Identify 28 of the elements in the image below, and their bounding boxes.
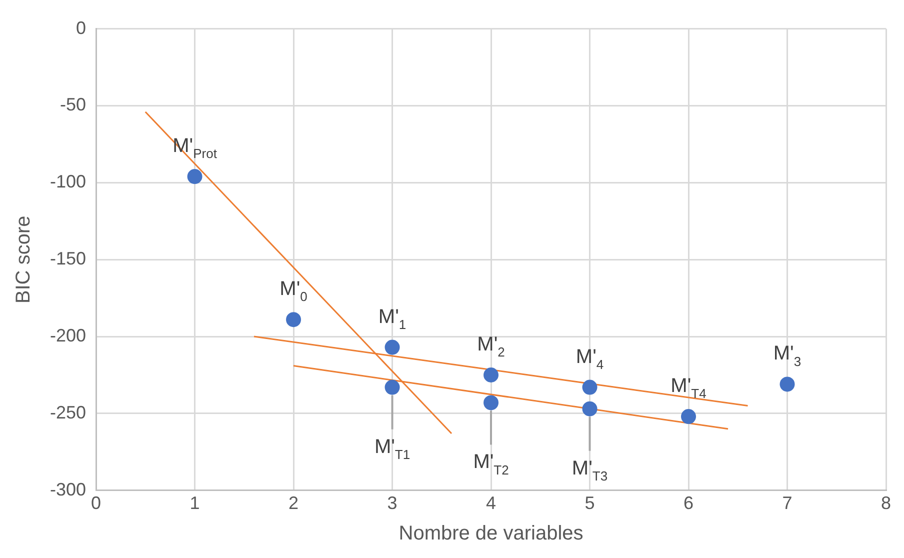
point (187, 169, 202, 184)
x-tick-label: 2 (288, 493, 299, 514)
y-tick-label: -100 (50, 172, 86, 192)
x-tick-label: 1 (190, 493, 200, 514)
y-axis-title: BIC score (12, 216, 35, 304)
point (582, 401, 598, 416)
point (286, 312, 302, 328)
y-tick-label: -200 (50, 326, 86, 346)
y-tick-label: -250 (50, 402, 86, 422)
point (681, 409, 696, 424)
point (780, 376, 795, 392)
x-tick-label: 3 (387, 493, 398, 514)
y-tick-label: -300 (50, 479, 86, 500)
point (384, 380, 400, 395)
x-tick-label: 6 (684, 493, 694, 514)
y-tick-label: 0 (76, 18, 86, 38)
x-tick-label: 7 (782, 493, 792, 514)
x-tick-label: 4 (486, 493, 496, 514)
y-tick-label: -50 (60, 94, 86, 115)
x-tick-label: 0 (91, 493, 102, 514)
x-tick-label: 5 (584, 493, 595, 514)
y-tick-label: -150 (50, 248, 86, 269)
point (582, 380, 598, 395)
x-axis-title: Nombre de variables (398, 522, 584, 545)
x-tick-label: 8 (880, 493, 892, 514)
point (484, 368, 499, 382)
point (384, 340, 400, 355)
point (484, 395, 499, 410)
